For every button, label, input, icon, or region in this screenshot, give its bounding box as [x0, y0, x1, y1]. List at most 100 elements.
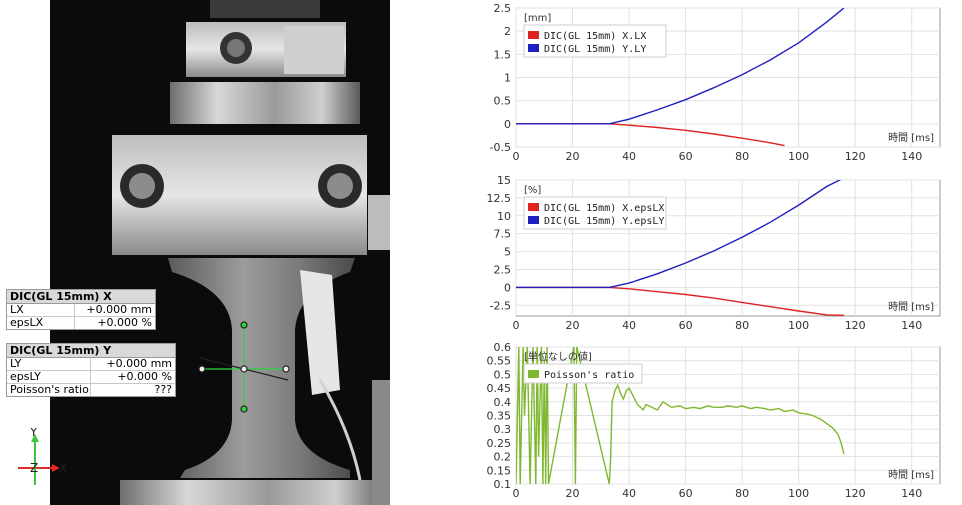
x-tick-label: 40	[622, 487, 636, 500]
legend-swatch	[528, 31, 539, 39]
x-tick-label: 140	[901, 487, 922, 500]
x-tick-label: 60	[679, 319, 693, 332]
legend: DIC(GL 15mm) X.LX DIC(GL 15mm) Y.LY	[523, 24, 667, 58]
y-tick-label: 0.1	[494, 478, 512, 491]
legend-entry: DIC(GL 15mm) Y.LY	[544, 44, 646, 55]
y-tick-label: 5	[504, 246, 511, 259]
axes-orientation-gizmo: Y Z X	[12, 425, 72, 488]
specimen-image	[50, 0, 390, 505]
y-tick-label: 0.15	[487, 464, 512, 477]
video-panel: DIC(GL 15mm) X LX +0.000 mm epsLX +0.000…	[0, 0, 390, 505]
unit-label: [%]	[524, 185, 541, 196]
y-tick-label: 0.4	[494, 396, 512, 409]
camera-video-view[interactable]	[50, 0, 390, 505]
legend-swatch	[528, 44, 539, 52]
axis-y-label: Y	[29, 428, 38, 439]
x-tick-label: 0	[513, 150, 520, 163]
dic-gauge-marker	[198, 321, 290, 413]
y-tick-label: 0.3	[494, 423, 512, 436]
measurement-table-y: DIC(GL 15mm) Y LY +0.000 mm epsLY +0.000…	[6, 343, 176, 397]
chart-strain[interactable]: 0 20 40 60 80 100 120 140 -2.5 0 2.5 5 7.5 10 12.5 15 [%…	[468, 170, 962, 333]
legend-entry: DIC(GL 15mm) Y.epsLY	[544, 216, 664, 227]
table-y-title: DIC(GL 15mm) Y	[7, 344, 175, 358]
x-tick-label: 100	[788, 150, 809, 163]
y-tick-label: 12.5	[487, 192, 512, 205]
table-row: Poisson's ratio ???	[7, 384, 175, 396]
axis-x-label: X	[59, 461, 67, 475]
x-tick-label: 80	[735, 487, 749, 500]
table-row: LY +0.000 mm	[7, 358, 175, 371]
x-tick-label: 20	[566, 487, 580, 500]
y-tick-label: 15	[497, 174, 511, 187]
legend: Poisson's ratio	[523, 363, 643, 384]
x-axis-label: 時間 [ms]	[888, 469, 934, 481]
series-line	[516, 8, 845, 125]
series-line	[516, 180, 842, 289]
x-tick-label: 120	[845, 150, 866, 163]
legend-swatch	[528, 216, 539, 224]
y-tick-label: 0.5	[494, 95, 512, 108]
y-tick-label: 2.5	[494, 263, 512, 276]
legend-swatch	[528, 370, 539, 378]
unit-label: [単位なしの値]	[524, 350, 592, 363]
table-row: epsLY +0.000 %	[7, 371, 175, 384]
y-tick-label: 0.35	[487, 410, 512, 423]
y-tick-label: 1.5	[494, 48, 512, 61]
y-tick-label: 0.6	[494, 341, 512, 354]
row-label: epsLY	[7, 371, 91, 383]
y-tick-label: -2.5	[490, 299, 511, 312]
legend: DIC(GL 15mm) X.epsLX DIC(GL 15mm) Y.epsLY	[523, 196, 667, 230]
y-tick-label: 2.5	[494, 2, 512, 15]
series-line	[516, 347, 845, 484]
x-tick-label: 20	[566, 319, 580, 332]
y-tick-label: 1	[504, 72, 511, 85]
row-value: +0.000 %	[97, 316, 152, 329]
x-tick-label: 80	[735, 319, 749, 332]
row-value: ???	[154, 383, 172, 396]
charts-panel: 0 20 40 60 80 100 120 140 -0.5 0 0.5 1 1.5 2 2.5 [mm] 時間…	[468, 0, 962, 505]
y-tick-label: 0.2	[494, 451, 512, 464]
x-tick-label: 0	[513, 319, 520, 332]
x-tick-label: 60	[679, 150, 693, 163]
x-tick-label: 120	[845, 319, 866, 332]
y-tick-label: 0.5	[494, 368, 512, 381]
table-row: epsLX +0.000 %	[7, 317, 155, 329]
y-tick-label: -0.5	[490, 141, 511, 154]
row-label: LX	[7, 304, 75, 316]
series-line	[516, 286, 844, 316]
legend-entry: DIC(GL 15mm) X.epsLX	[544, 203, 664, 214]
x-axis-label: 時間 [ms]	[888, 301, 934, 313]
x-tick-label: 100	[788, 487, 809, 500]
x-axis-label: 時間 [ms]	[888, 132, 934, 144]
legend-entry: Poisson's ratio	[544, 370, 634, 381]
y-tick-label: 0.25	[487, 437, 512, 450]
row-label: Poisson's ratio	[7, 384, 91, 396]
legend-entry: DIC(GL 15mm) X.LX	[544, 31, 646, 42]
row-label: LY	[7, 358, 91, 370]
y-tick-label: 0.55	[487, 355, 512, 368]
x-tick-label: 140	[901, 150, 922, 163]
x-tick-label: 40	[622, 150, 636, 163]
y-tick-label: 7.5	[494, 228, 512, 241]
x-tick-label: 140	[901, 319, 922, 332]
x-tick-label: 20	[566, 150, 580, 163]
y-tick-label: 10	[497, 210, 511, 223]
x-tick-label: 80	[735, 150, 749, 163]
y-tick-label: 2	[504, 25, 511, 38]
chart-length[interactable]: 0 20 40 60 80 100 120 140 -0.5 0 0.5 1 1.5 2 2.5 [mm] 時間…	[468, 0, 962, 163]
table-row: LX +0.000 mm	[7, 304, 155, 317]
x-tick-label: 0	[513, 487, 520, 500]
y-tick-label: 0	[504, 118, 511, 131]
chart-poissons-ratio[interactable]: 0 20 40 60 80 100 120 140 0.1 0.15 0.2 0.25 0.3 0.35 0…	[468, 340, 962, 505]
y-tick-label: 0	[504, 281, 511, 294]
measurement-table-x: DIC(GL 15mm) X LX +0.000 mm epsLX +0.000…	[6, 289, 156, 330]
row-value: +0.000 %	[117, 370, 172, 383]
x-tick-label: 120	[845, 487, 866, 500]
row-value: +0.000 mm	[106, 357, 172, 370]
x-tick-label: 100	[788, 319, 809, 332]
x-tick-label: 40	[622, 319, 636, 332]
y-tick-label: 0.45	[487, 382, 512, 395]
row-value: +0.000 mm	[86, 303, 152, 316]
series-line	[516, 123, 785, 147]
axis-z-label: Z	[30, 461, 38, 475]
